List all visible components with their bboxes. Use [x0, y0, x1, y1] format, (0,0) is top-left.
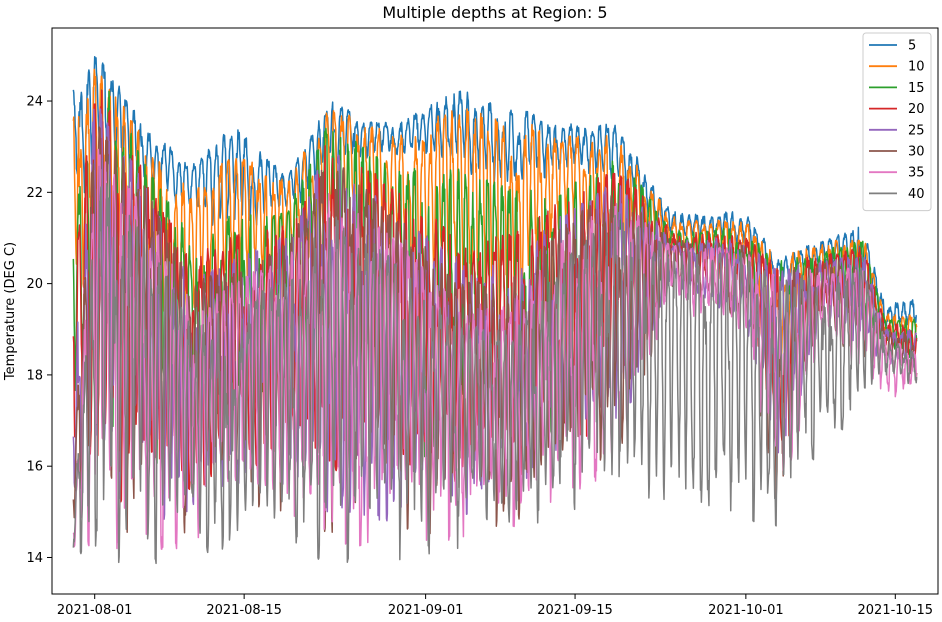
legend-label-25: 25 [908, 123, 925, 138]
legend-box [862, 32, 932, 212]
plot-area [51, 27, 939, 595]
legend-label-10: 10 [908, 60, 925, 75]
series-line-40 [72, 182, 918, 565]
legend-label-30: 30 [908, 145, 925, 160]
legend-label-15: 15 [908, 81, 925, 96]
y-axis-label: Temperature (DEG C) [3, 242, 18, 381]
plot-frame [51, 27, 939, 595]
chart-title: Multiple depths at Region: 5 [382, 3, 607, 22]
y-tick-label: 14 [26, 551, 43, 566]
x-tick-label: 2021-10-01 [708, 603, 784, 618]
y-tick-label: 22 [26, 186, 43, 201]
legend-label-5: 5 [908, 39, 916, 54]
y-tick-label: 18 [26, 368, 43, 383]
y-tick-label: 24 [26, 95, 43, 110]
series-layer [72, 56, 918, 565]
legend: 5 10 15 20 25 30 35 40 [862, 32, 932, 212]
legend-label-35: 35 [908, 166, 925, 181]
y-axis: 14 16 18 20 22 24 [26, 95, 52, 566]
x-tick-label: 2021-09-15 [537, 603, 613, 618]
legend-label-40: 40 [908, 187, 925, 202]
x-tick-label: 2021-10-15 [858, 603, 934, 618]
y-tick-label: 20 [26, 277, 43, 292]
x-tick-label: 2021-08-01 [57, 603, 133, 618]
y-tick-label: 16 [26, 460, 43, 475]
x-axis: 2021-08-01 2021-08-15 2021-09-01 2021-09-15… [57, 594, 933, 618]
legend-label-20: 20 [908, 102, 925, 117]
series-line-10 [72, 68, 918, 367]
x-tick-label: 2021-08-15 [206, 603, 282, 618]
x-tick-label: 2021-09-01 [388, 603, 464, 618]
